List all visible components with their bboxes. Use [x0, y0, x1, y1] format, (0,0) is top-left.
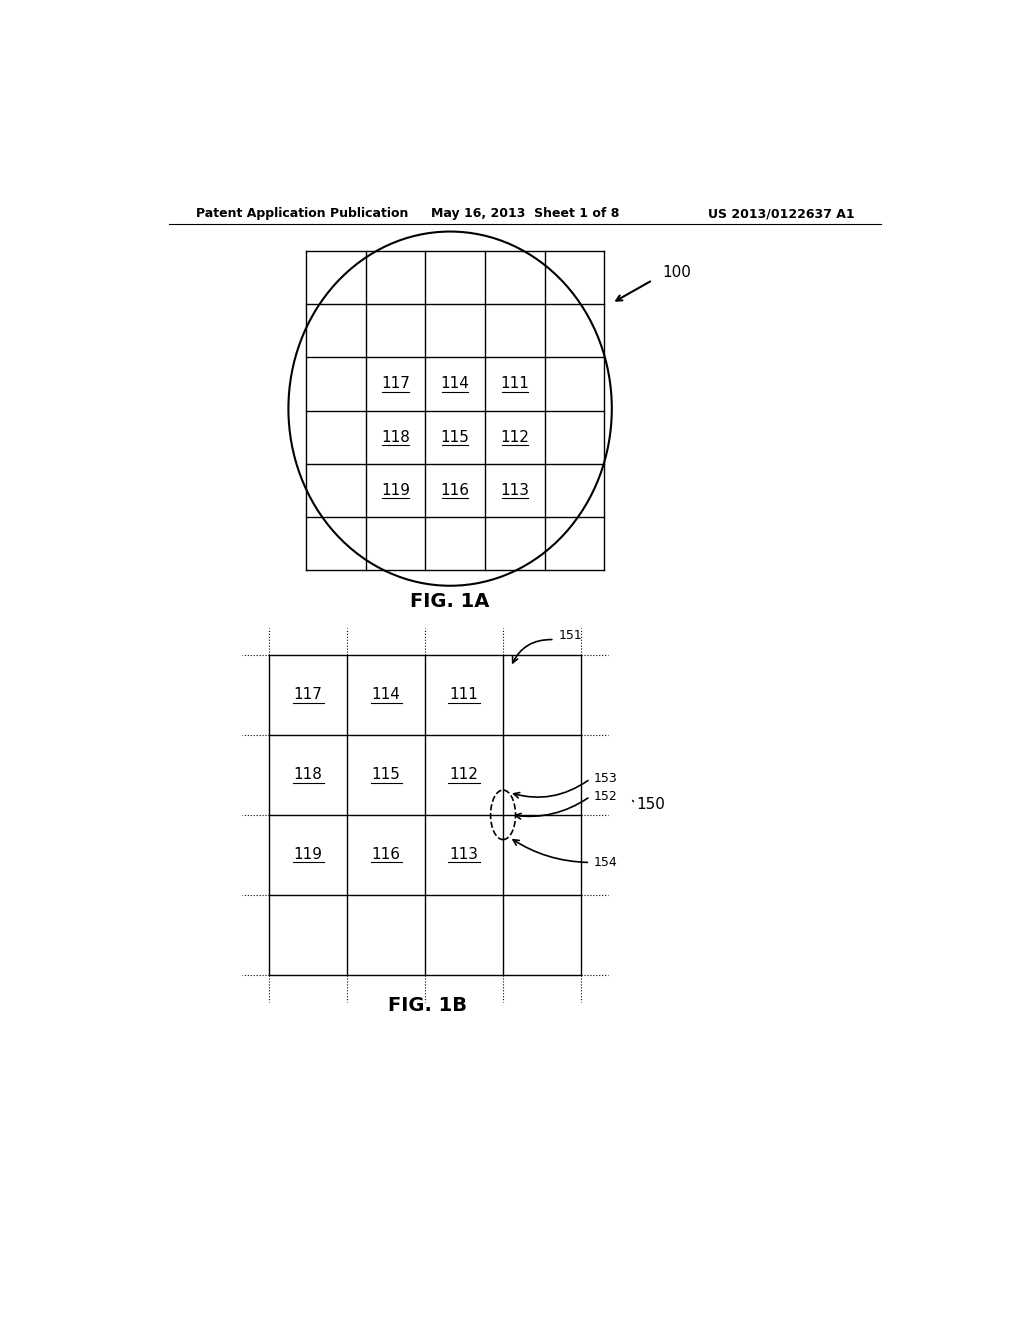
Text: 151: 151 — [558, 630, 583, 643]
Text: FIG. 1A: FIG. 1A — [411, 591, 489, 611]
Text: 119: 119 — [381, 483, 410, 498]
Text: 118: 118 — [294, 767, 323, 783]
Text: 111: 111 — [450, 688, 478, 702]
Text: 153: 153 — [593, 772, 617, 785]
Text: FIG. 1B: FIG. 1B — [387, 995, 467, 1015]
Text: 112: 112 — [450, 767, 478, 783]
Text: 114: 114 — [440, 376, 470, 392]
Text: 154: 154 — [593, 855, 617, 869]
Text: 118: 118 — [381, 430, 410, 445]
Text: 114: 114 — [372, 688, 400, 702]
Text: 152: 152 — [593, 789, 617, 803]
Text: US 2013/0122637 A1: US 2013/0122637 A1 — [708, 207, 855, 220]
Text: 112: 112 — [501, 430, 529, 445]
Text: 119: 119 — [294, 847, 323, 862]
Text: 113: 113 — [450, 847, 478, 862]
Text: 150: 150 — [637, 797, 666, 812]
Text: 111: 111 — [501, 376, 529, 392]
Text: 117: 117 — [294, 688, 323, 702]
Text: 116: 116 — [372, 847, 400, 862]
Text: 116: 116 — [440, 483, 470, 498]
Text: 100: 100 — [662, 265, 691, 280]
Text: 115: 115 — [440, 430, 470, 445]
Text: Patent Application Publication: Patent Application Publication — [196, 207, 409, 220]
Text: 113: 113 — [500, 483, 529, 498]
Text: 117: 117 — [381, 376, 410, 392]
Text: May 16, 2013  Sheet 1 of 8: May 16, 2013 Sheet 1 of 8 — [431, 207, 620, 220]
Text: 115: 115 — [372, 767, 400, 783]
